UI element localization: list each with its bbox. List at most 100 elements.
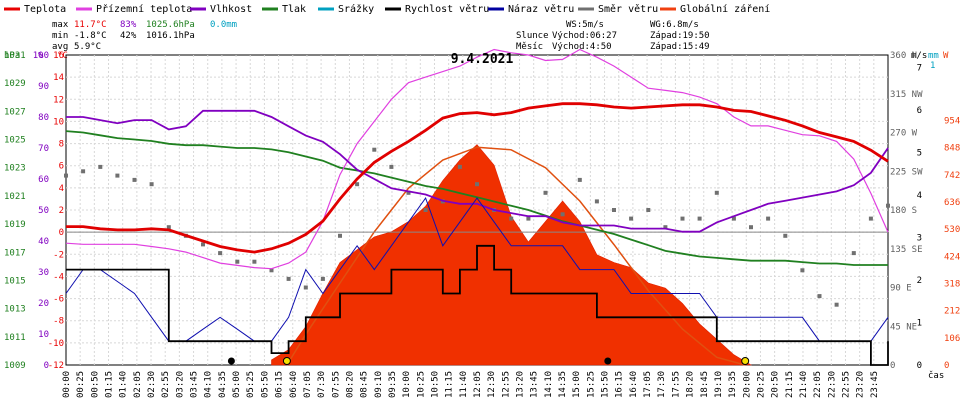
series-clear-sky-radiation <box>286 146 746 366</box>
time-tick: 18:45 <box>700 371 710 398</box>
wind-direction-point <box>98 164 103 169</box>
wind-speed-tick: 0 <box>917 361 922 371</box>
legend-label: Tlak <box>282 4 306 15</box>
time-tick: 05:25 <box>246 371 256 398</box>
hpa-tick: 1023 <box>4 164 26 174</box>
time-tick: 00:25 <box>76 371 86 398</box>
axis-mm-label: mm <box>928 51 939 61</box>
sun-set: Západ:19:50 <box>650 31 710 41</box>
time-tick: 03:20 <box>175 371 185 398</box>
wind-direction-point <box>697 216 702 221</box>
temperature-tick: 0 <box>59 228 64 238</box>
legend-item-globalni-zareni: Globální záření <box>660 3 770 15</box>
humidity-tick: 10 <box>38 330 49 340</box>
radiation-tick: 848 <box>944 144 960 154</box>
legend-item-vlhkost: Vlhkost <box>190 4 252 15</box>
time-tick: 07:30 <box>317 371 327 398</box>
radiation-axis: 954 848 742 636 530 424 318 212 106 0 <box>944 117 960 371</box>
wind-direction-point <box>714 190 719 195</box>
hpa-tick: 1015 <box>4 277 26 287</box>
time-tick: 12:05 <box>473 371 483 398</box>
wind-direction-point <box>320 276 325 281</box>
wind-direction-point <box>646 208 651 212</box>
wind-speed-tick: 7 <box>917 64 922 74</box>
hpa-tick: 1009 <box>4 361 26 371</box>
series-radiation <box>271 144 753 366</box>
hpa-tick: 1021 <box>4 192 26 202</box>
hpa-tick: 1011 <box>4 333 26 343</box>
sun-rise: Východ:06:27 <box>552 31 617 41</box>
wind-speed-tick: 2 <box>917 276 922 286</box>
legend-item-smer-vetru: Směr větru <box>578 3 658 15</box>
time-tick: 16:15 <box>615 371 625 398</box>
time-tick: 20:25 <box>756 371 766 398</box>
legend-label: Rychlost větru <box>405 3 489 15</box>
legend-label: Globální záření <box>680 3 770 15</box>
wind-direction-point <box>423 208 428 212</box>
radiation-tick: 530 <box>944 225 960 235</box>
time-tick: 06:15 <box>275 371 285 398</box>
time-tick: 02:55 <box>161 371 171 398</box>
stat-min-press: 1016.1hPa <box>146 31 195 41</box>
time-tick: 10:00 <box>402 371 412 398</box>
wind-direction-point <box>868 216 873 221</box>
time-tick: 16:40 <box>629 371 639 398</box>
sun-label: Slunce <box>516 31 549 41</box>
series-wind-speed <box>66 244 889 366</box>
wind-direction-point <box>115 173 120 178</box>
time-tick: 10:25 <box>416 371 426 398</box>
direction-tick: 225 SW <box>890 167 923 177</box>
direction-tick: 45 NE <box>890 322 917 332</box>
time-tick: 08:45 <box>360 371 370 398</box>
axis-pct-label: % <box>38 51 44 61</box>
astro-info: WS:5m/s WG:6.8m/s Slunce Východ:06:27 Zá… <box>516 20 710 52</box>
direction-tick: 180 S <box>890 206 917 216</box>
wind-ws: WS:5m/s <box>566 20 604 30</box>
wind-direction-point <box>526 216 531 221</box>
time-tick: 17:05 <box>643 371 653 398</box>
time-tick: 20:50 <box>771 371 781 398</box>
humidity-tick: 90 <box>38 82 49 92</box>
wind-speed-tick: 3 <box>917 234 922 244</box>
axis-mm-top: 1 <box>930 61 935 71</box>
wind-direction-layer <box>64 147 890 307</box>
time-tick: 05:00 <box>232 371 242 398</box>
wind-direction-point <box>612 208 616 212</box>
legend-item-srazky: Srážky <box>318 3 374 15</box>
time-tick: 15:25 <box>586 371 596 398</box>
wind-direction-point <box>749 225 753 230</box>
humidity-tick: 60 <box>38 175 49 185</box>
moonset-marker <box>604 357 612 365</box>
legend-item-rychlost-vetru: Rychlost větru <box>385 3 489 15</box>
stat-max-press: 1025.6hPa <box>146 20 195 30</box>
time-tick: 13:20 <box>516 371 526 398</box>
direction-tick: 135 SE <box>890 245 923 255</box>
humidity-tick: 50 <box>38 206 49 216</box>
radiation-tick: 0 <box>944 361 949 371</box>
temperature-tick: -12 <box>48 361 64 371</box>
wind-direction-point <box>269 268 274 273</box>
stat-min-hum: 42% <box>120 31 137 41</box>
series-humidity <box>66 109 889 233</box>
hpa-tick: 1025 <box>4 136 26 146</box>
stats-block: max 11.7°C 83% 1025.6hPa 0.0mm min -1.8°… <box>52 20 237 52</box>
wind-direction-point <box>543 190 548 195</box>
stat-min-temp: -1.8°C <box>74 31 107 41</box>
wind-direction-point <box>509 216 514 221</box>
legend-item-teplota: Teplota <box>4 4 66 15</box>
wind-direction-point <box>817 294 822 299</box>
time-tick: 04:10 <box>204 371 214 398</box>
wind-direction-point <box>166 225 171 230</box>
wind-direction-point <box>355 182 360 187</box>
wind-direction-point <box>252 259 257 264</box>
direction-tick: 0 <box>890 361 895 371</box>
time-tick: 13:45 <box>530 371 540 398</box>
time-tick: 12:55 <box>501 371 511 398</box>
time-tick: 00:50 <box>90 371 100 398</box>
wind-direction-point <box>834 302 839 307</box>
radiation-tick: 212 <box>944 307 960 317</box>
time-tick: 18:20 <box>686 371 696 398</box>
legend-label: Směr větru <box>598 3 658 15</box>
radiation-tick: 106 <box>944 334 960 344</box>
